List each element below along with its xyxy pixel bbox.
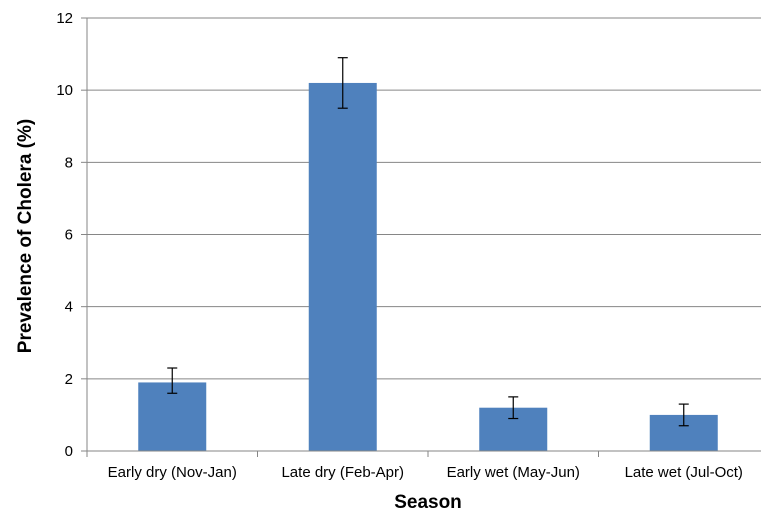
tick-labels: 0 2 4 6 8 10 12 Early dry (Nov-Jan) Late dry (Fe… [56, 10, 743, 481]
error-bar [167, 367, 178, 394]
gridlines [87, 17, 761, 380]
bar [138, 382, 207, 451]
x-tick-label: Early dry (Nov-Jan) [108, 464, 237, 481]
y-tick-label: 0 [65, 443, 73, 460]
error-bars [167, 57, 689, 427]
x-axis-title: Season [394, 492, 462, 513]
y-tick-label: 12 [56, 10, 73, 27]
error-bar [337, 57, 348, 109]
x-tick-label: Late wet (Jul-Oct) [625, 464, 743, 481]
y-tick-label: 2 [65, 371, 73, 388]
y-tick-label: 4 [65, 299, 73, 316]
error-bar [678, 403, 689, 427]
x-tick-label: Early wet (May-Jun) [447, 464, 580, 481]
bar [308, 82, 377, 451]
y-axis-title: Prevalence of Cholera (%) [15, 119, 36, 353]
y-tick-label: 8 [65, 154, 73, 171]
y-tick-label: 10 [56, 82, 73, 99]
x-tick-label: Late dry (Feb-Apr) [281, 464, 404, 481]
axes [81, 17, 761, 457]
y-tick-label: 6 [65, 227, 73, 244]
bars [138, 82, 718, 451]
error-bar [508, 396, 519, 420]
